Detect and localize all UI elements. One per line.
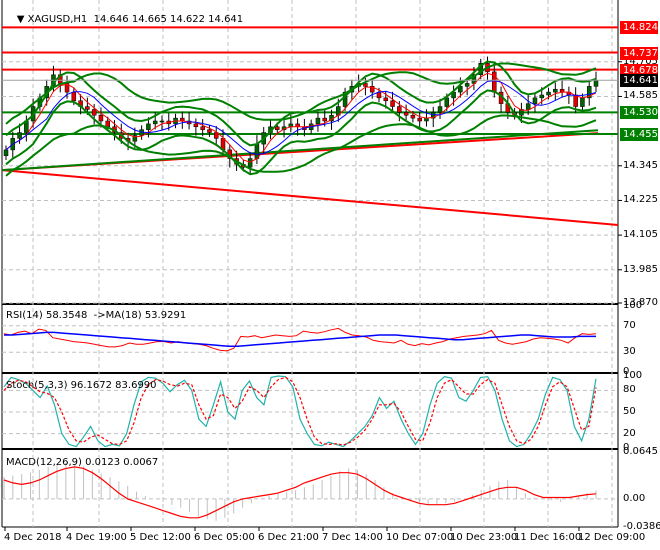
price-tag-14.737: 14.737	[620, 46, 658, 60]
candle-body	[64, 83, 70, 93]
candle-body	[369, 86, 375, 93]
stoch-tick: 80	[623, 384, 636, 396]
candle-body	[444, 97, 450, 107]
candle-body	[593, 80, 599, 87]
candle-body	[17, 132, 22, 139]
price-tick: 14.585	[623, 90, 658, 102]
dropdown-triangle-icon[interactable]: ▼	[16, 14, 28, 25]
time-label: 6 Dec 05:00	[194, 532, 255, 543]
candle-body	[539, 94, 544, 99]
price-tag-14.530: 14.530	[620, 106, 658, 120]
candle-body	[207, 129, 212, 133]
rsi-label: RSI(14) 58.3548 ->MA(18) 53.9291	[6, 310, 187, 321]
macd-tick: -0.0386	[623, 521, 660, 532]
price-tag-14.678: 14.678	[620, 63, 658, 77]
ohlc-values: 14.646 14.665 14.622 14.641	[93, 14, 244, 25]
candle-body	[546, 91, 551, 96]
candle-body	[363, 83, 368, 87]
price-tick: 14.105	[623, 229, 658, 241]
candle-body	[525, 103, 531, 110]
time-label: 10 Dec 23:00	[450, 532, 518, 543]
price-tick: 13.870	[623, 297, 658, 308]
candle-body	[3, 149, 9, 156]
time-label: 11 Dec 16:00	[514, 532, 582, 543]
candle-body	[193, 123, 199, 128]
candle-body	[71, 91, 77, 102]
candle-body	[159, 120, 165, 123]
trendline-up-green	[1, 129, 599, 172]
rsi-tick: 30	[623, 346, 636, 358]
candle-body	[91, 109, 97, 116]
bollinger-lower-inner	[5, 89, 597, 176]
moving-average-fast	[5, 72, 597, 163]
candle-body	[519, 109, 524, 116]
candle-body	[437, 106, 443, 113]
time-label: 10 Dec 07:00	[386, 532, 454, 543]
rsi-line	[3, 327, 597, 352]
rsi-ma-line	[4, 331, 596, 348]
time-label: 6 Dec 21:00	[258, 532, 319, 543]
candle-body	[383, 97, 389, 102]
candle-body	[573, 94, 578, 107]
price-tick: 13.985	[623, 263, 658, 275]
candle-body	[146, 123, 151, 130]
chart-title: ▼ XAGUSD,H1 14.646 14.665 14.622 14.641	[4, 3, 243, 36]
candle-body	[315, 117, 321, 125]
time-label: 12 Dec 09:00	[578, 532, 646, 543]
moving-average-slow	[5, 80, 597, 155]
time-label: 5 Dec 12:00	[130, 532, 191, 543]
time-label: 4 Dec 19:00	[66, 532, 127, 543]
time-label: 4 Dec 2018	[4, 532, 62, 543]
stoch-main-line	[3, 375, 597, 448]
stoch-label: Stoch(5,3,3) 96.1672 83.6990	[6, 380, 157, 391]
price-tag-14.455: 14.455	[620, 128, 658, 141]
macd-tick: 0.00	[623, 492, 646, 504]
candle-body	[152, 120, 158, 125]
candle-body	[132, 135, 138, 142]
candle-body	[553, 88, 558, 93]
macd-signal-line	[3, 466, 597, 519]
candle-body	[403, 112, 409, 116]
candle-body	[213, 132, 219, 139]
stoch-tick: 0	[623, 442, 630, 453]
symbol-label: XAGUSD,H1	[27, 14, 88, 25]
candle-body	[580, 97, 585, 107]
candle-body	[586, 86, 592, 99]
rsi-tick: 0	[623, 366, 630, 377]
candle-body	[397, 106, 402, 113]
price-tag-14.641: 14.641	[620, 74, 658, 88]
trendline-down	[1, 169, 619, 226]
stoch-tick: 20	[623, 427, 636, 439]
candle-body	[390, 100, 395, 107]
macd-label: MACD(12,26,9) 0.0123 0.0067	[6, 457, 159, 468]
candle-body	[417, 117, 422, 122]
stoch-tick: 50	[623, 406, 636, 417]
candle-body	[458, 86, 463, 93]
candle-body	[464, 83, 470, 87]
time-label: 7 Dec 14:00	[322, 532, 383, 543]
candle-body	[200, 126, 205, 130]
candle-body	[247, 158, 253, 168]
stoch-tick: 100	[623, 370, 643, 381]
candle-body	[98, 114, 104, 122]
price-tag-14.824: 14.824	[620, 21, 658, 35]
bollinger-lower-outer	[5, 114, 597, 177]
price-tick: 14.705	[623, 55, 658, 67]
candle-body	[532, 97, 538, 104]
candle-body	[275, 126, 280, 130]
candle-body	[322, 117, 327, 122]
macd-tick: 0.0645	[623, 446, 658, 457]
stoch-signal-line	[3, 376, 597, 446]
candle-body	[410, 114, 416, 119]
candle-body	[478, 62, 483, 76]
candle-body	[85, 106, 90, 110]
bollinger-upper-inner	[5, 60, 597, 147]
price-tick: 14.345	[623, 159, 658, 171]
rsi-tick: 100	[623, 300, 643, 311]
rsi-tick: 70	[623, 319, 636, 331]
price-tick: 14.225	[623, 194, 658, 206]
